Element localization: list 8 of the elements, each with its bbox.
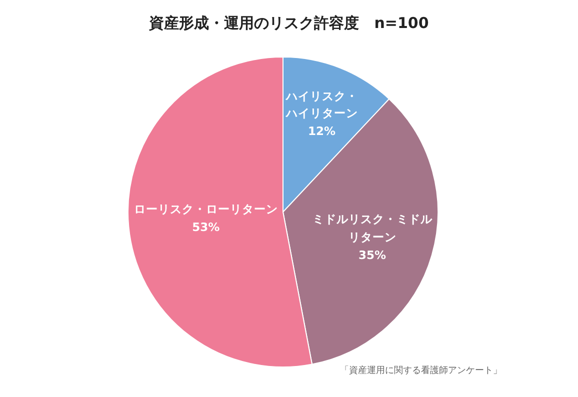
slice-label: ローリスク・ローリターン [134,202,278,216]
chart-title: 資産形成・運用のリスク許容度 n=100 [148,14,430,33]
data-label: 12% [307,123,337,140]
text: 「資産運用に関する看護師アンケート」 [340,364,502,377]
data-label: 35% [358,247,388,264]
slice-label: ハイリスク・ハイリターン [284,88,359,122]
data-label: 53% [192,220,220,234]
slice-label: ミドルリスク・ミドルリターン [311,211,434,246]
